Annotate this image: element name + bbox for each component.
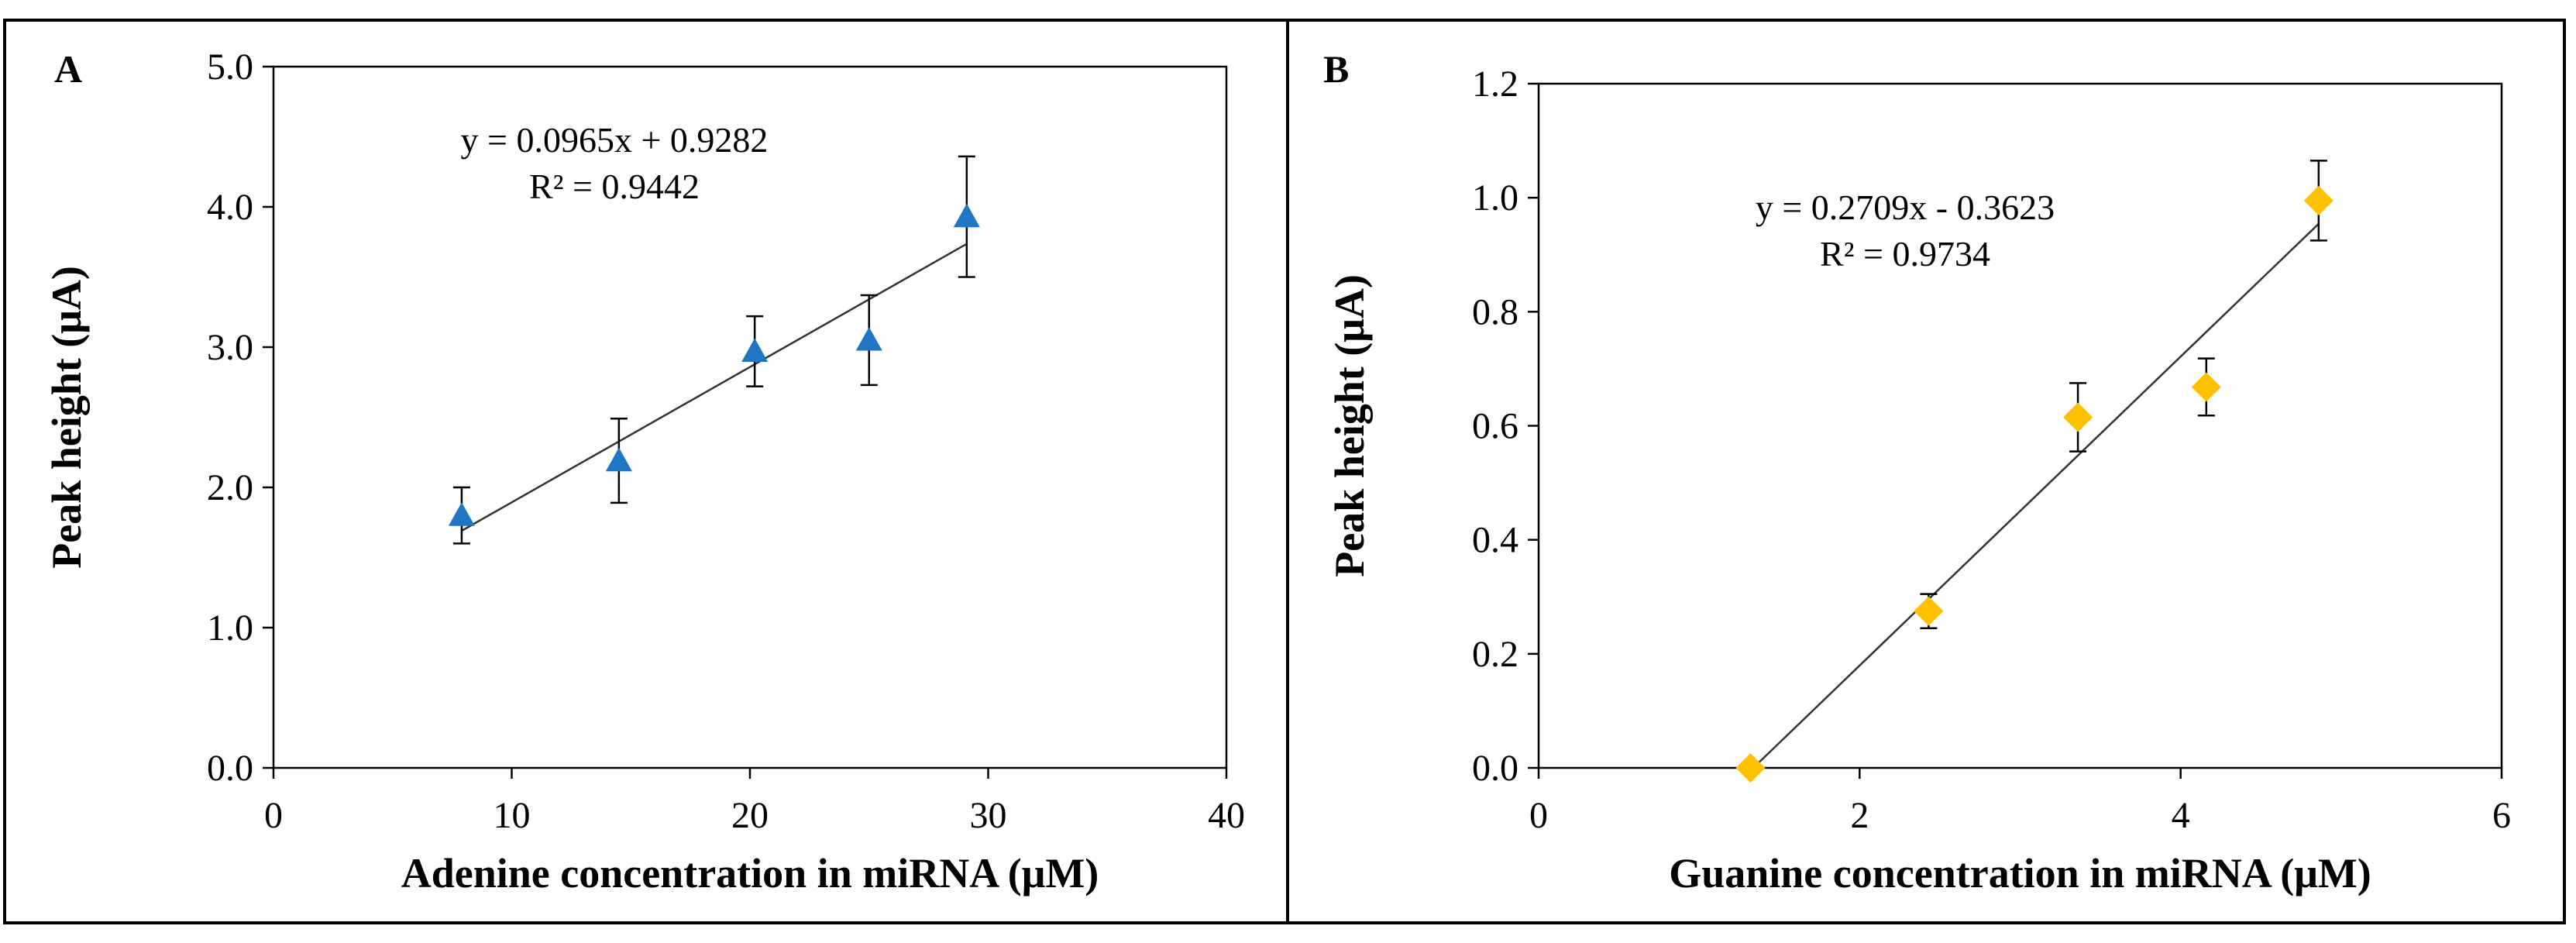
- data-point-triangle: [448, 502, 475, 526]
- data-point-triangle: [605, 447, 632, 472]
- data-point-triangle: [741, 338, 769, 363]
- x-tick-label: 4: [2172, 795, 2190, 836]
- trendline-equation: y = 0.0965x + 0.9282: [461, 120, 769, 160]
- chart-b-svg: 0.0 0.2 0.4 0.6 0.8 1.0 1.2 0 2 4 6 Guanine concent…: [1323, 47, 2511, 897]
- panel-letter: A: [54, 47, 82, 91]
- data-point-diamond: [2063, 402, 2093, 432]
- x-tick-label: 0: [1529, 795, 1548, 836]
- y-tick-label: 1.2: [1472, 64, 1518, 105]
- r-squared-label: R² = 0.9734: [1820, 234, 1990, 274]
- x-tick-label: 2: [1850, 795, 1869, 836]
- chart-panel-a: 0.0 1.0 2.0 3.0 4.0 5.0 0 10 20 30 40 Adenine conce…: [3, 19, 1289, 924]
- r-squared-label: R² = 0.9442: [529, 167, 700, 206]
- y-tick-label: 1.0: [1472, 177, 1518, 219]
- y-tick-label: 0.8: [1472, 291, 1518, 332]
- chart-a-svg: 0.0 1.0 2.0 3.0 4.0 5.0 0 10 20 30 40 Adenine conce…: [43, 46, 1245, 897]
- y-tick-label: 4.0: [207, 187, 253, 228]
- y-tick-label: 1.0: [207, 607, 253, 649]
- y-tick-label: 2.0: [207, 467, 253, 508]
- x-tick-label: 40: [1208, 795, 1245, 836]
- y-tick-label: 0.6: [1472, 406, 1518, 447]
- plot-area-frame: [1537, 82, 2503, 769]
- data-point-diamond: [2191, 372, 2221, 402]
- y-tick-label: 3.0: [207, 327, 253, 368]
- data-point-diamond: [1914, 596, 1944, 626]
- y-tick-label: 0.0: [207, 748, 253, 789]
- trendline: [461, 243, 968, 532]
- y-tick-label: 0.0: [1472, 748, 1518, 789]
- x-tick-label: 6: [2492, 795, 2511, 836]
- y-axis-title: Peak height (μA): [1326, 274, 1373, 577]
- plot-area-frame: [272, 65, 1228, 769]
- y-tick-label: 0.2: [1472, 634, 1518, 675]
- data-point-triangle: [953, 203, 980, 228]
- data-point-diamond: [2303, 185, 2334, 215]
- x-axis-title: Adenine concentration in miRNA (μM): [401, 850, 1099, 897]
- x-tick-label: 0: [264, 795, 283, 836]
- x-axis-title: Guanine concentration in miRNA (μM): [1669, 850, 2371, 897]
- y-tick-label: 5.0: [207, 46, 253, 88]
- x-tick-label: 10: [494, 795, 531, 836]
- y-axis-title: Peak height (μA): [43, 266, 90, 569]
- x-tick-label: 30: [970, 795, 1007, 836]
- chart-panel-b: 0.0 0.2 0.4 0.6 0.8 1.0 1.2 0 2 4 6 Guanine concent…: [1286, 19, 2566, 924]
- data-point-diamond: [1735, 753, 1766, 783]
- data-point-triangle: [855, 326, 882, 351]
- y-tick-label: 0.4: [1472, 520, 1518, 561]
- panel-letter: B: [1323, 47, 1349, 91]
- x-tick-label: 20: [731, 795, 769, 836]
- trendline: [1752, 222, 2320, 769]
- trendline-equation: y = 0.2709x - 0.3623: [1756, 188, 2055, 227]
